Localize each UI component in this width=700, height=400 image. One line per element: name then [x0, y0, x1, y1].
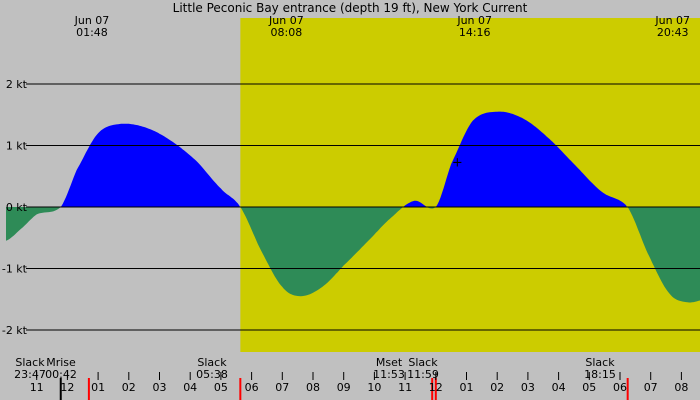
top-time-3: 20:43	[657, 26, 689, 39]
hour-label-17: 04	[552, 381, 566, 394]
event-label-1: Mrise	[46, 356, 76, 369]
hour-label-1: 12	[60, 381, 74, 394]
event-time-0: 23:47	[14, 368, 46, 381]
y-label-1: 1 kt	[6, 140, 28, 153]
top-date-0: Jun 07	[74, 14, 110, 27]
hour-label-0: 11	[30, 381, 44, 394]
chart-title: Little Peconic Bay entrance (depth 19 ft…	[173, 1, 528, 15]
y-label-0: 2 kt	[6, 78, 28, 91]
flood-area-3	[402, 200, 428, 207]
event-label-3: Mset	[376, 356, 403, 369]
hour-label-6: 05	[214, 381, 228, 394]
top-time-2: 14:16	[459, 26, 491, 39]
hour-label-13: 12	[429, 381, 443, 394]
current-marker: +	[452, 156, 463, 171]
hour-label-8: 07	[275, 381, 289, 394]
hour-label-7: 06	[245, 381, 259, 394]
top-date-1: Jun 07	[268, 14, 304, 27]
top-time-0: 01:48	[76, 26, 108, 39]
hour-label-18: 05	[582, 381, 596, 394]
top-time-1: 08:08	[271, 26, 303, 39]
event-time-3: 11:53	[373, 368, 405, 381]
event-time-4: 11:59	[407, 368, 439, 381]
hour-label-19: 06	[613, 381, 627, 394]
hour-label-15: 02	[490, 381, 504, 394]
y-label-4: -2 kt	[2, 324, 28, 337]
top-date-3: Jun 07	[654, 14, 690, 27]
hour-label-9: 08	[306, 381, 320, 394]
ebb-area-6	[626, 207, 700, 303]
hour-label-12: 11	[398, 381, 412, 394]
hour-label-14: 01	[460, 381, 474, 394]
hour-label-16: 03	[521, 381, 535, 394]
flood-area-1	[60, 123, 241, 207]
hour-label-20: 07	[644, 381, 658, 394]
y-label-3: -1 kt	[2, 263, 28, 276]
hour-axis: 11 12 01 02 03 04 05 06 07 08 09 10 11 12 01 02 03 04 05 06…	[30, 372, 688, 394]
hour-label-11: 10	[367, 381, 381, 394]
y-label-2: 0 kt	[6, 201, 28, 214]
event-label-2: Slack	[197, 356, 227, 369]
hour-label-2: 01	[91, 381, 105, 394]
event-labels: Slack23:47Mrise00:42Slack05:38Mset11:53S…	[14, 356, 629, 400]
event-time-2: 05:38	[196, 368, 228, 381]
ebb-area-2	[240, 207, 403, 297]
hour-label-3: 02	[122, 381, 136, 394]
ebb-area-0	[6, 207, 61, 241]
event-label-4: Slack	[408, 356, 438, 369]
event-time-1: 00:42	[45, 368, 77, 381]
current-curve	[6, 111, 700, 303]
hour-label-4: 03	[153, 381, 167, 394]
event-label-5: Slack	[585, 356, 615, 369]
hour-label-5: 04	[183, 381, 197, 394]
hour-label-10: 09	[337, 381, 351, 394]
event-label-0: Slack	[15, 356, 45, 369]
y-axis-labels: 2 kt 1 kt 0 kt -1 kt -2 kt	[2, 78, 28, 337]
hour-label-21: 08	[674, 381, 688, 394]
top-date-2: Jun 07	[456, 14, 492, 27]
event-time-5: 18:15	[584, 368, 616, 381]
y-gridlines	[26, 83, 700, 331]
flood-area-5	[435, 111, 627, 207]
